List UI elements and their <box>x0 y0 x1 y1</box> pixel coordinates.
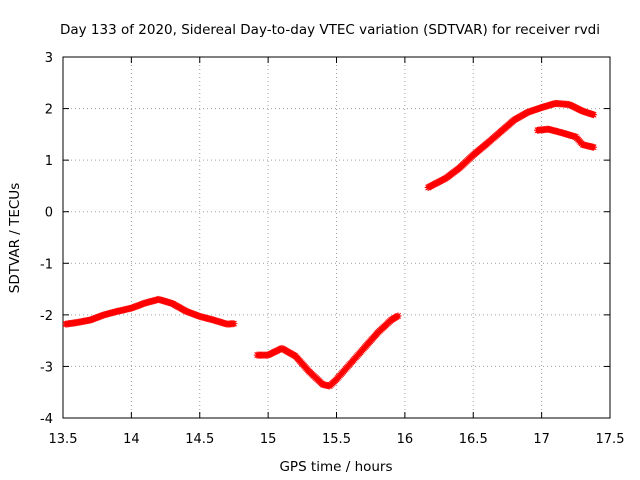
y-tick-label: -2 <box>40 309 53 324</box>
y-tick-label: -1 <box>40 257 53 272</box>
y-tick-label: 3 <box>45 51 53 66</box>
series-segment-1 <box>62 295 238 328</box>
series-segment-2 <box>253 312 402 390</box>
chart-title: Day 133 of 2020, Sidereal Day-to-day VTE… <box>60 22 600 38</box>
x-tick-label: 15.5 <box>322 432 351 447</box>
y-tick-label: -4 <box>40 412 53 427</box>
y-tick-label: 2 <box>45 103 53 118</box>
x-tick-label: 13.5 <box>49 432 78 447</box>
x-tick-label: 16 <box>397 432 414 447</box>
y-tick-labels: -4 -3 -2 -1 0 1 2 3 <box>40 51 53 427</box>
y-tick-label: -3 <box>40 360 53 375</box>
x-tick-label: 14.5 <box>185 432 214 447</box>
data-point <box>230 320 238 328</box>
y-axis-label: SDTVAR / TECUs <box>7 183 23 293</box>
series-segment-3 <box>424 99 598 191</box>
data-point <box>590 143 598 151</box>
series-segment-4 <box>534 125 598 151</box>
x-tick-label: 15 <box>260 432 277 447</box>
data-points <box>62 99 598 390</box>
data-point <box>394 312 402 320</box>
axis-ticks <box>62 56 611 419</box>
x-tick-labels: 13.5 14 14.5 15 15.5 16 16.5 17 17.5 <box>49 432 625 447</box>
x-tick-label: 17 <box>533 432 550 447</box>
x-tick-label: 17.5 <box>596 432 625 447</box>
x-tick-label: 16.5 <box>459 432 488 447</box>
y-tick-label: 1 <box>45 154 53 169</box>
x-tick-label: 14 <box>123 432 140 447</box>
y-tick-label: 0 <box>45 206 53 221</box>
data-point <box>590 111 598 119</box>
x-axis-label: GPS time / hours <box>279 459 392 475</box>
grid-lines <box>63 57 610 418</box>
